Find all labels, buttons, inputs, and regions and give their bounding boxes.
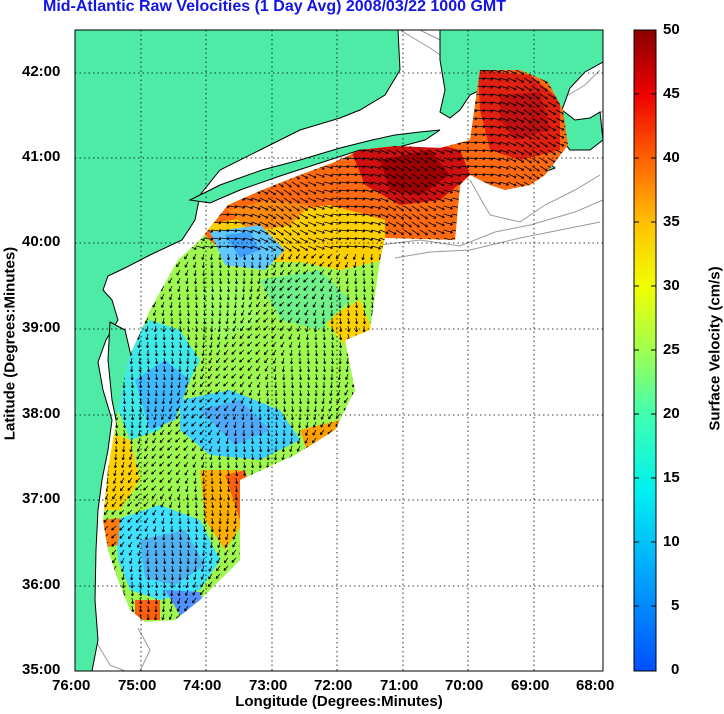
y-tick-40: 40:00: [22, 233, 61, 250]
x-axis-label: Longitude (Degrees:Minutes): [235, 693, 443, 710]
cb-tick-45: 45: [663, 85, 680, 102]
cb-tick-20: 20: [663, 405, 680, 422]
plot-frame: [74, 29, 604, 672]
x-tick-70: 70:00: [445, 677, 484, 694]
x-tick-71: 71:00: [380, 677, 419, 694]
cb-tick-35: 35: [663, 213, 680, 230]
y-tick-41: 41:00: [22, 148, 61, 165]
cb-tick-25: 25: [663, 341, 680, 358]
x-tick-73: 73:00: [249, 677, 288, 694]
cb-tick-15: 15: [663, 469, 680, 486]
colorbar-ticks: [634, 93, 656, 607]
y-tick-36: 36:00: [22, 576, 61, 593]
x-tick-72: 72:00: [314, 677, 353, 694]
cb-tick-30: 30: [663, 277, 680, 294]
x-tick-69: 69:00: [511, 677, 550, 694]
y-tick-39: 39:00: [22, 319, 61, 336]
x-tick-76: 76:00: [52, 677, 91, 694]
y-tick-42: 42:00: [22, 63, 61, 80]
x-tick-74: 74:00: [183, 677, 222, 694]
x-tick-75: 75:00: [118, 677, 157, 694]
cb-tick-0: 0: [671, 661, 680, 678]
y-tick-37: 37:00: [22, 490, 61, 507]
grid-lines: [75, 30, 603, 671]
cb-tick-10: 10: [663, 533, 680, 550]
x-tick-68: 68:00: [576, 677, 615, 694]
map-title: Mid-Atlantic Raw Velocities (1 Day Avg) …: [43, 0, 506, 15]
cb-tick-40: 40: [663, 149, 680, 166]
y-tick-38: 38:00: [22, 405, 61, 422]
cb-tick-50: 50: [663, 21, 680, 38]
cb-tick-5: 5: [671, 597, 680, 614]
y-tick-35: 35:00: [22, 661, 61, 678]
